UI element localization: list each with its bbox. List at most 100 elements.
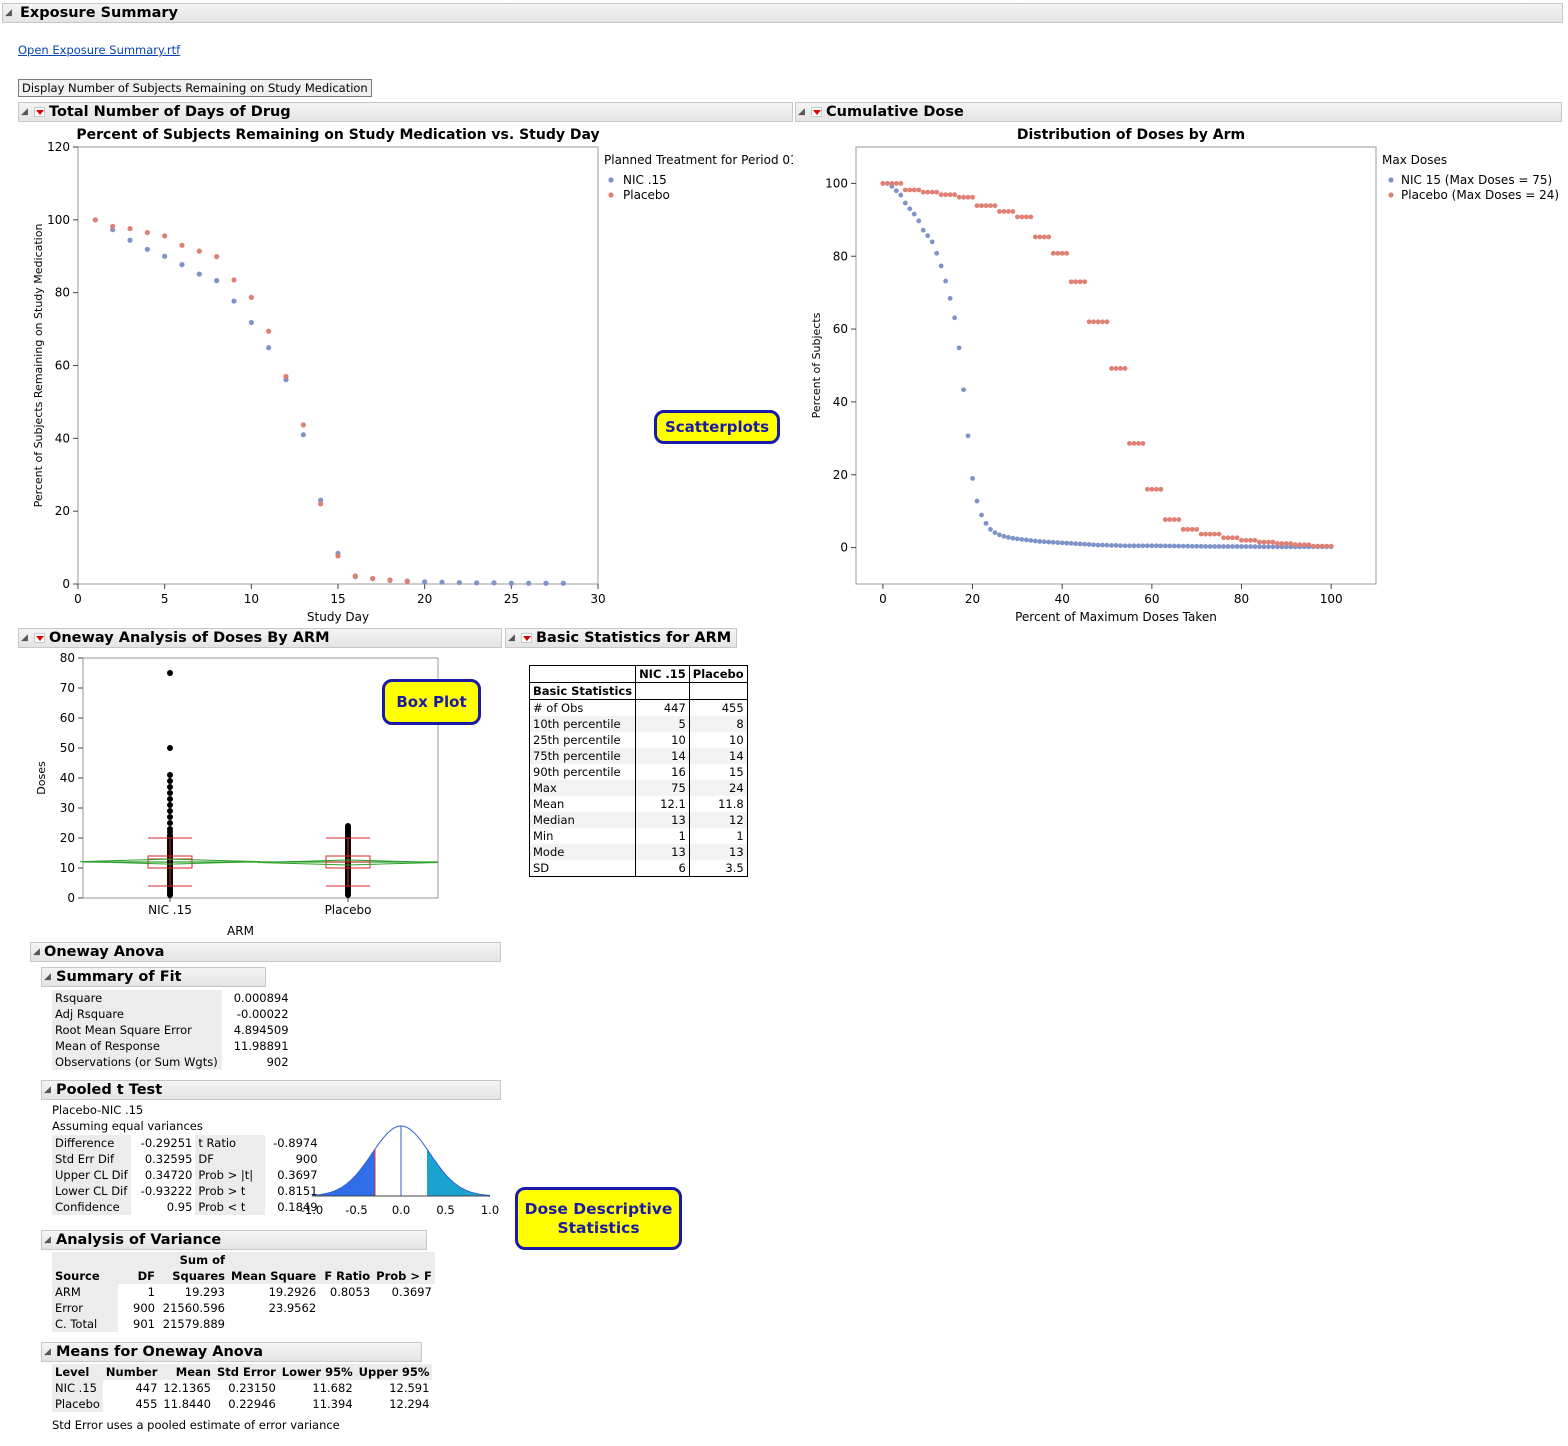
value-cell: 447 (635, 699, 690, 716)
data-point (1144, 543, 1150, 549)
collapse-triangle-icon[interactable]: ◢ (508, 633, 515, 643)
data-point (1046, 539, 1052, 545)
y-axis-label: Doses (35, 761, 48, 795)
row-label: Prob < t (195, 1199, 266, 1215)
data-point (938, 192, 944, 198)
means-oneway-table: Level Number Mean Std Error Lower 95% Upper 9… (52, 1364, 433, 1412)
data-point (1127, 441, 1132, 446)
column-header: Prob > F (373, 1268, 435, 1284)
open-rtf-link[interactable]: Open Exposure Summary.rtf (18, 43, 181, 57)
data-point (1185, 526, 1191, 532)
legend-marker (1388, 192, 1394, 198)
row-label: Max (529, 780, 637, 796)
y-tick-label: 40 (55, 431, 70, 445)
section-header-oneway[interactable]: ◢ Oneway Analysis of Doses By ARM (18, 628, 502, 648)
data-point (961, 387, 966, 393)
y-tick-label: 10 (60, 861, 75, 875)
outlier-point (167, 814, 173, 820)
data-point (893, 188, 899, 194)
collapse-triangle-icon[interactable]: ◢ (5, 8, 12, 18)
value-cell: 19.293 (184, 1285, 225, 1299)
data-point (925, 233, 931, 239)
red-triangle-menu-icon[interactable] (811, 107, 822, 117)
collapse-triangle-icon[interactable]: ◢ (33, 947, 40, 957)
basic-statistics-table: NIC .15 Placebo Basic Statistics # of Obs 44… (529, 665, 748, 877)
data-point (1023, 214, 1029, 220)
legend-title: Max Doses (1382, 153, 1447, 167)
section-header-pooled-t[interactable]: ◢ Pooled t Test (41, 1080, 501, 1100)
data-point (911, 187, 917, 193)
value-cell: 1 (635, 828, 690, 844)
collapse-triangle-icon[interactable]: ◢ (44, 1347, 51, 1357)
dose-distribution-scatterplot[interactable]: Distribution of Doses by Arm 0 20 40 60 80 100… (795, 122, 1565, 624)
value-cell: 75 (635, 780, 690, 796)
data-point (1149, 486, 1155, 492)
callout-text: Box Plot (396, 692, 467, 711)
data-point (988, 526, 993, 532)
data-point (404, 578, 410, 585)
section-header-cumulative-dose[interactable]: ◢ Cumulative Dose (795, 102, 1562, 122)
value-cell: 11.8440 (163, 1397, 211, 1411)
value-cell: 24 (689, 780, 748, 796)
data-point (92, 217, 98, 223)
data-point (1216, 531, 1222, 537)
collapse-triangle-icon[interactable]: ◢ (44, 972, 51, 982)
data-point (997, 532, 1002, 538)
x-tick-label: 80 (1234, 592, 1249, 606)
data-point (1023, 537, 1029, 543)
display-subjects-button[interactable]: Display Number of Subjects Remaining on … (18, 79, 372, 97)
collapse-triangle-icon[interactable]: ◢ (21, 107, 28, 117)
x-tick-label: 15 (330, 592, 345, 606)
table-row: 10th percentile 5 8 (529, 716, 748, 732)
red-triangle-menu-icon[interactable] (34, 107, 45, 117)
remaining-scatterplot[interactable]: Percent of Subjects Remaining on Study M… (18, 122, 793, 624)
collapse-triangle-icon[interactable]: ◢ (21, 633, 28, 643)
x-tick-label: -0.5 (345, 1203, 367, 1217)
row-label: t Ratio (195, 1135, 266, 1151)
data-point (907, 206, 913, 212)
x-tick-label: 25 (504, 592, 519, 606)
row-header: Basic Statistics (529, 682, 637, 700)
data-point (1073, 541, 1079, 547)
data-point (1037, 234, 1043, 240)
data-point (979, 512, 984, 518)
data-point (248, 319, 254, 326)
outline-header-exposure-summary[interactable]: ◢ Exposure Summary (2, 3, 1563, 23)
value-cell: -0.00022 (236, 1007, 289, 1021)
red-triangle-menu-icon[interactable] (521, 633, 532, 643)
value-cell: 900 (295, 1152, 318, 1166)
value-cell: 8 (689, 716, 748, 732)
section-header-aov[interactable]: ◢ Analysis of Variance (41, 1230, 427, 1250)
data-point (196, 248, 202, 254)
table-row: NIC .15 447 12.1365 0.23150 11.682 12.591 (52, 1380, 432, 1396)
section-header-oneway-anova[interactable]: ◢ Oneway Anova (30, 942, 501, 962)
section-header-days-of-drug[interactable]: ◢ Total Number of Days of Drug (18, 102, 793, 122)
data-point (560, 580, 566, 586)
collapse-triangle-icon[interactable]: ◢ (798, 107, 805, 117)
x-tick-label: 20 (417, 592, 432, 606)
red-triangle-menu-icon[interactable] (34, 633, 45, 643)
data-point (1297, 542, 1303, 548)
data-point (1010, 535, 1016, 541)
pooled-assumption: Assuming equal variances (52, 1119, 203, 1133)
data-point (1162, 517, 1168, 522)
collapse-triangle-icon[interactable]: ◢ (44, 1235, 51, 1245)
table-cell (635, 682, 690, 700)
data-point (1059, 250, 1065, 256)
section-header-means[interactable]: ◢ Means for Oneway Anova (41, 1342, 422, 1362)
value-cell: 6 (635, 860, 690, 877)
y-tick-label: 0 (67, 891, 75, 905)
section-header-summary-fit[interactable]: ◢ Summary of Fit (41, 967, 266, 987)
collapse-triangle-icon[interactable]: ◢ (44, 1085, 51, 1095)
row-label: Difference (52, 1135, 131, 1151)
table-row: ARM 1 19.293 19.2926 0.8053 0.3697 (52, 1284, 435, 1300)
data-point (943, 278, 949, 284)
dose-box-plot[interactable]: 0 10 20 30 40 50 60 70 80 NIC .15 Placebo ARM Doses (18, 648, 448, 938)
data-point (1032, 234, 1038, 240)
section-header-basic-stats[interactable]: ◢ Basic Statistics for ARM (505, 628, 737, 648)
y-tick-label: 40 (833, 395, 848, 409)
data-point (1006, 209, 1011, 214)
data-point (934, 189, 940, 195)
subheader-row: Basic Statistics (529, 682, 748, 700)
callout-text: Scatterplots (664, 417, 769, 436)
